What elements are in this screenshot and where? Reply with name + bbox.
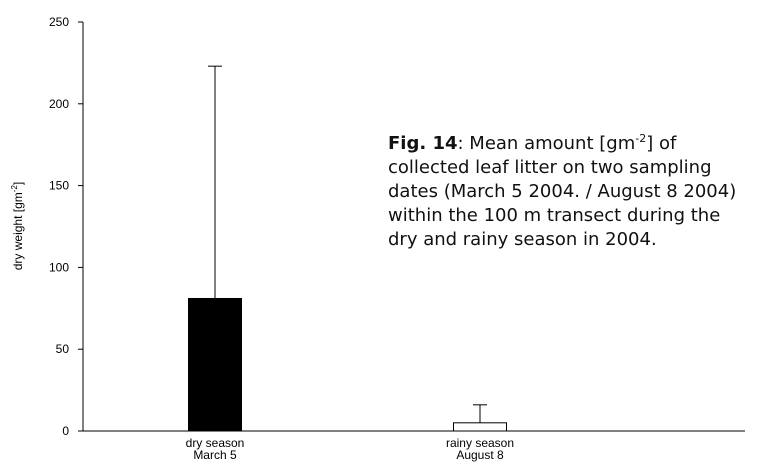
caption-sup: -2 — [635, 132, 647, 145]
caption-text: : Mean amount [gm — [457, 133, 636, 154]
caption-line: dates (March 5 2004. / August 8 2004) — [388, 181, 737, 202]
x-tick-label: rainy season — [446, 436, 514, 450]
y-label-text: ] — [11, 182, 25, 185]
y-tick-label: 150 — [49, 179, 69, 193]
y-tick-label: 200 — [49, 97, 69, 111]
y-tick-label: 100 — [49, 260, 69, 274]
caption-line: collected leaf litter on two sampling — [388, 157, 712, 178]
y-axis-label: dry weight [gm-2] — [10, 182, 25, 271]
y-tick-label: 50 — [56, 342, 70, 356]
caption-label: Fig. 14 — [388, 133, 458, 154]
y-tick-label: 250 — [49, 15, 69, 29]
y-tick-label: 0 — [62, 424, 69, 438]
x-tick-label: dry season — [186, 436, 245, 450]
caption-line: dry and rainy season in 2004. — [388, 229, 657, 250]
caption: Fig. 14: Mean amount [gm-2] of collected… — [388, 132, 776, 252]
bar — [188, 297, 242, 432]
y-label-sup: -2 — [10, 185, 19, 193]
caption-text: ] of — [646, 133, 677, 154]
y-label-text: dry weight [gm — [11, 192, 25, 270]
x-tick-label: August 8 — [456, 448, 504, 462]
x-tick-label: March 5 — [193, 448, 237, 462]
caption-line: within the 100 m transect during the — [388, 205, 721, 226]
bar — [453, 422, 507, 432]
caption-line: Fig. 14: Mean amount [gm-2] of — [388, 132, 776, 156]
